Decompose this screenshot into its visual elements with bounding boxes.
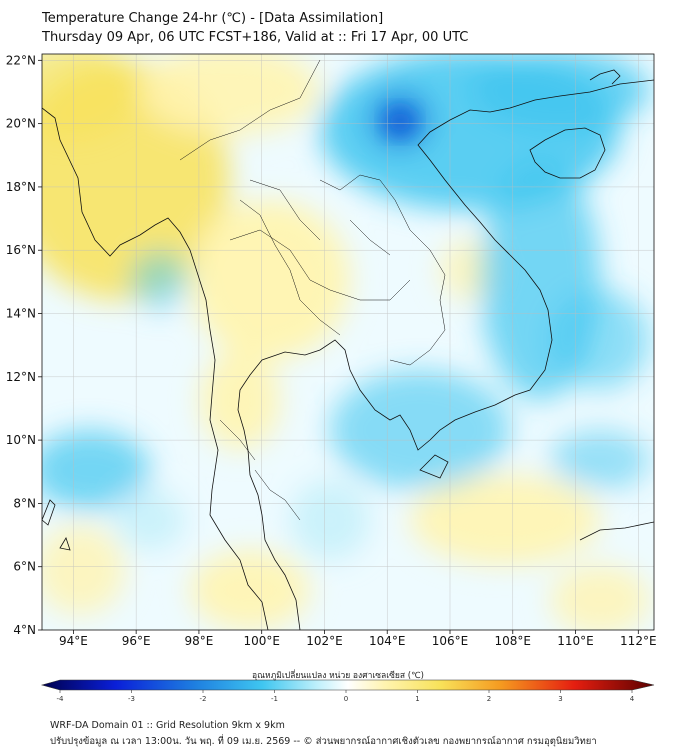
- lat-tick-label-9: 4°N: [13, 623, 36, 637]
- lon-tick-label-9: 112°E: [620, 634, 657, 648]
- lat-tick-label-1: 20°N: [6, 117, 36, 131]
- lon-tick-label-0: 94°E: [59, 634, 88, 648]
- footer-model-info: WRF-DA Domain 01 :: Grid Resolution 9km …: [50, 720, 285, 731]
- lon-tick-label-3: 100°E: [243, 634, 280, 648]
- lat-tick-label-5: 12°N: [6, 370, 36, 384]
- lat-tick-label-7: 8°N: [13, 496, 36, 510]
- latitude-axis: 22°N 20°N 18°N 16°N 14°N 12°N 10°N 8°N 6°N 4°N: [6, 53, 42, 637]
- colorbar-tick-label-2: -2: [200, 695, 207, 703]
- lon-tick-label-8: 110°E: [557, 634, 594, 648]
- footer-credit: ปรับปรุงข้อมูล ณ เวลา 13:00น. วัน พฤ. ที…: [50, 736, 597, 747]
- map-title: Temperature Change 24-hr (℃) - [Data Ass…: [42, 11, 384, 26]
- colorbar-label: อุณหภูมิเปลี่ยนแปลง หน่วย องศาเซลเซียส (…: [252, 671, 424, 681]
- lat-tick-label-6: 10°N: [6, 433, 36, 447]
- map-frame: [41, 53, 655, 631]
- lat-tick-label-2: 18°N: [6, 180, 36, 194]
- lon-tick-label-7: 108°E: [495, 634, 532, 648]
- colorbar: -4 -3 -2 -1 0 1 2 3 4: [40, 679, 655, 703]
- lat-tick-label-4: 14°N: [6, 307, 36, 321]
- lon-tick-label-5: 104°E: [369, 634, 406, 648]
- colorbar-tick-label-5: 1: [415, 695, 419, 703]
- longitude-axis: 94°E 96°E 98°E 100°E 102°E 104°E 106°E 108°E 110…: [59, 630, 657, 648]
- lat-tick-label-8: 6°N: [13, 560, 36, 574]
- map-subtitle: Thursday 09 Apr, 06 UTC FCST+186, Valid …: [42, 30, 469, 45]
- colorbar-tick-label-6: 2: [487, 695, 491, 703]
- temperature-field: [42, 54, 654, 630]
- lon-tick-label-1: 96°E: [122, 634, 151, 648]
- lon-tick-label-4: 102°E: [306, 634, 343, 648]
- colorbar-tick-label-0: -4: [57, 695, 65, 703]
- colorbar-tick-label-4: 0: [344, 695, 348, 703]
- boundaries: [179, 59, 446, 521]
- lat-tick-label-3: 16°N: [6, 243, 36, 257]
- lat-tick-label-0: 22°N: [6, 53, 36, 67]
- lon-tick-label-6: 106°E: [432, 634, 469, 648]
- colorbar-tick-label-1: -3: [128, 695, 135, 703]
- colorbar-tick-label-3: -1: [271, 695, 278, 703]
- lon-tick-label-2: 98°E: [184, 634, 213, 648]
- coastlines: [42, 69, 654, 630]
- colorbar-tick-label-7: 3: [558, 695, 562, 703]
- colorbar-tick-label-8: 4: [630, 695, 635, 703]
